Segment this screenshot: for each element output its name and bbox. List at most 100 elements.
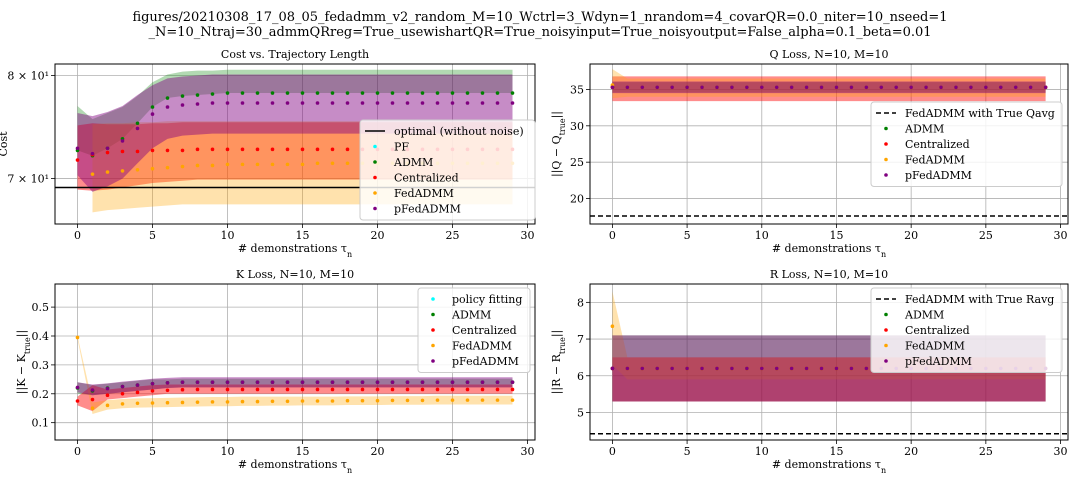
x-tick-label: 15 [829, 229, 843, 242]
band-admm [77, 378, 513, 396]
y-tick-label: 8 × 10¹ [7, 69, 49, 82]
data-point-centralized [165, 148, 170, 153]
data-point-centralized [270, 147, 275, 152]
legend: optimal (without noise) PF ADMM Centralized… [359, 119, 536, 221]
data-point-pfedadmm [510, 380, 515, 385]
x-tick-label: 15 [296, 445, 310, 458]
legend-label-admm: ADMM [451, 309, 491, 322]
series-pfedadmm [75, 101, 515, 156]
tick-labels: 0 5 10 15 20 25 30 20 25 30 35 [570, 83, 1068, 242]
data-point-pfedadmm [670, 85, 674, 90]
y-tick-label: 0.2 [32, 388, 50, 401]
data-point-admm [330, 91, 335, 95]
data-point-admm [150, 105, 155, 109]
data-point-centralized [360, 387, 365, 392]
series-pfedadmm [75, 380, 515, 392]
data-point-fedadmm [150, 166, 155, 171]
data-point-pfedadmm [685, 85, 689, 90]
legend-label-fedadmm: FedADMM [905, 154, 965, 167]
data-point-centralized [225, 147, 230, 152]
data-point-pfedadmm [879, 85, 884, 90]
legend: policy fitting ADMM Centralized FedADMM pFed… [417, 287, 531, 373]
data-point-centralized [285, 147, 290, 152]
data-point-pfedadmm [195, 102, 200, 106]
legend-marker-centralized [884, 328, 888, 332]
data-point-fedadmm [420, 398, 425, 403]
subplot-rloss: 0 5 10 15 20 25 30 5 6 7 8 R Loss, N=10, M=10 # demo… [550, 268, 1069, 475]
data-point-fedadmm [210, 163, 215, 168]
band-pfedadmm [77, 74, 513, 192]
data-point-admm [360, 91, 365, 95]
data-point-admm [510, 91, 515, 95]
x-tick-label: 25 [446, 445, 460, 458]
series-fedadmm [75, 335, 515, 411]
x-tick-label: 5 [684, 229, 691, 242]
data-point-pfedadmm [834, 85, 839, 90]
data-point-pfedadmm [165, 381, 170, 385]
data-point-fedadmm [285, 399, 290, 404]
x-axis-label: # demonstrations τn [238, 242, 352, 259]
data-point-fedadmm [480, 398, 485, 402]
plot-area [590, 69, 1068, 217]
data-point-pfedadmm [315, 380, 320, 385]
subplot-title: Cost vs. Trajectory Length [221, 48, 369, 61]
subplot-title: K Loss, N=10, M=10 [236, 268, 354, 281]
data-point-pfedadmm [375, 101, 380, 105]
data-point-pfedadmm [75, 385, 80, 390]
y-axis-label: ||Q − Qtrue|| [550, 111, 567, 177]
x-tick-label: 20 [371, 445, 385, 458]
y-tick-label: 7 [577, 333, 584, 346]
data-point-pfedadmm [715, 366, 719, 371]
data-point-pfedadmm [924, 85, 928, 90]
x-tick-label: 5 [149, 445, 156, 458]
data-point-centralized [255, 387, 260, 392]
data-point-fedadmm [270, 399, 275, 404]
band-fedadmm [77, 336, 513, 414]
legend-label-pfedadmm: pFedADMM [905, 355, 972, 368]
data-point-pfedadmm [105, 146, 110, 151]
data-point-centralized [90, 397, 95, 402]
data-point-pfedadmm [495, 380, 500, 385]
data-point-pfedadmm [655, 366, 660, 371]
plot-area [75, 335, 515, 414]
data-point-admm [435, 91, 440, 95]
data-point-pfedadmm [105, 386, 110, 391]
data-point-centralized [210, 387, 215, 392]
data-point-fedadmm [255, 162, 260, 167]
data-point-fedadmm [315, 399, 320, 403]
data-point-admm [300, 91, 305, 95]
data-point-fedadmm [450, 398, 455, 402]
data-point-pfedadmm [420, 101, 425, 105]
data-point-centralized [315, 387, 320, 392]
data-point-pfedadmm [150, 381, 155, 386]
data-point-pfedadmm [745, 85, 749, 90]
data-point-fedadmm [330, 399, 335, 403]
x-tick-label: 0 [609, 229, 616, 242]
data-point-pfedadmm [759, 85, 764, 90]
data-point-fedadmm [165, 400, 170, 405]
data-point-pfedadmm [819, 85, 824, 90]
data-point-pfedadmm [465, 380, 470, 385]
legend-box [359, 119, 536, 221]
data-point-pfedadmm [789, 366, 794, 371]
legend-label-optimal-without-noise: optimal (without noise) [394, 125, 524, 138]
data-point-admm [270, 91, 275, 95]
tick-labels: 0 5 10 15 20 25 30 7 × 10¹ 8 × 10¹ [7, 69, 534, 242]
data-point-centralized [150, 148, 155, 153]
data-point-admm [240, 91, 245, 95]
legend-label-centralized: Centralized [905, 324, 970, 337]
data-point-centralized [150, 389, 155, 393]
data-point-pfedadmm [195, 380, 200, 385]
data-point-fedadmm [610, 324, 615, 329]
data-point-pfedadmm [435, 380, 440, 385]
data-point-centralized [240, 147, 245, 152]
data-point-pfedadmm [390, 101, 395, 105]
legend-marker-centralized [373, 175, 377, 180]
data-point-admm [210, 92, 215, 96]
data-point-centralized [75, 158, 80, 162]
data-point-pfedadmm [864, 366, 869, 371]
data-point-pfedadmm [1043, 85, 1048, 90]
legend-label-fedadmm-with-true-ravg: FedADMM with True Ravg [905, 293, 1054, 306]
data-point-centralized [180, 387, 185, 392]
